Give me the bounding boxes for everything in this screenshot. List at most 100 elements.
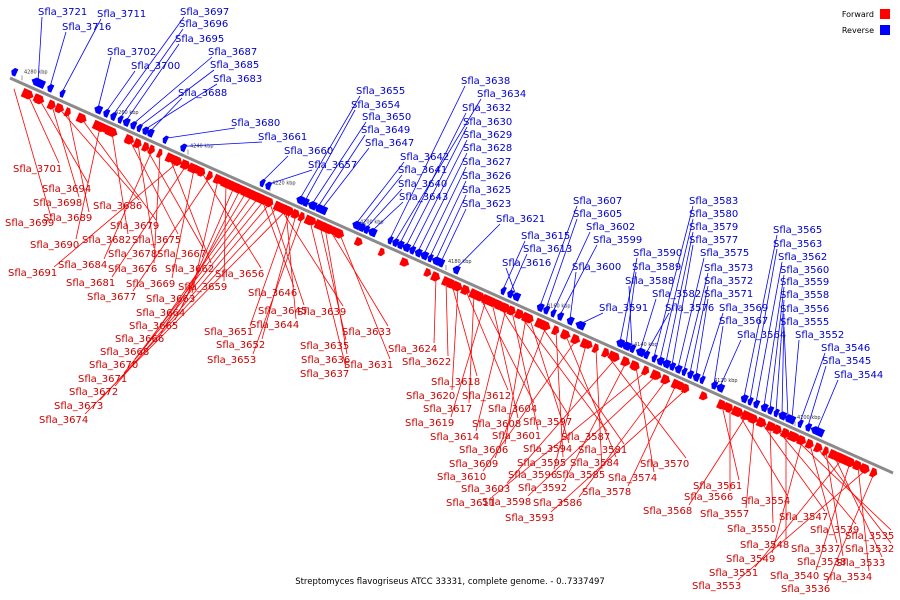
forward-gene-label[interactable]: Sfla_3574 <box>608 473 657 484</box>
forward-gene-label[interactable]: Sfla_3617 <box>423 404 472 415</box>
forward-gene-label[interactable]: Sfla_3646 <box>248 288 297 299</box>
reverse-gene-label[interactable]: Sfla_3626 <box>462 171 511 182</box>
forward-gene-label[interactable]: Sfla_3533 <box>836 558 885 569</box>
forward-gene-label[interactable]: Sfla_3537 <box>791 544 840 555</box>
reverse-gene-label[interactable]: Sfla_3555 <box>780 317 829 328</box>
forward-gene-label[interactable]: Sfla_3675 <box>132 235 181 246</box>
forward-gene-label[interactable]: Sfla_3670 <box>89 360 138 371</box>
reverse-gene-label[interactable]: Sfla_3640 <box>398 179 447 190</box>
forward-gene-label[interactable]: Sfla_3603 <box>461 484 510 495</box>
forward-gene-label[interactable]: Sfla_3548 <box>740 540 789 551</box>
forward-gene-label[interactable]: Sfla_3618 <box>431 377 480 388</box>
forward-gene-label[interactable]: Sfla_3566 <box>684 492 733 503</box>
reverse-gene-label[interactable]: Sfla_3628 <box>463 143 512 154</box>
forward-gene-label[interactable]: Sfla_3622 <box>402 357 451 368</box>
reverse-gene-label[interactable]: Sfla_3650 <box>362 112 411 123</box>
forward-gene-label[interactable]: Sfla_3686 <box>93 201 142 212</box>
forward-gene-label[interactable]: Sfla_3631 <box>344 360 393 371</box>
reverse-gene-label[interactable]: Sfla_3576 <box>665 303 714 314</box>
reverse-gene-label[interactable]: Sfla_3654 <box>351 100 400 111</box>
reverse-gene-label[interactable]: Sfla_3569 <box>719 303 768 314</box>
reverse-gene-label[interactable]: Sfla_3655 <box>356 86 405 97</box>
forward-gene-label[interactable]: Sfla_3691 <box>8 268 57 279</box>
reverse-gene-label[interactable]: Sfla_3583 <box>689 196 738 207</box>
forward-gene-label[interactable]: Sfla_3644 <box>250 320 299 331</box>
forward-gene-label[interactable]: Sfla_3681 <box>66 278 115 289</box>
forward-gene-label[interactable]: Sfla_3668 <box>100 347 149 358</box>
forward-gene-label[interactable]: Sfla_3694 <box>42 184 91 195</box>
reverse-gene-label[interactable]: Sfla_3565 <box>773 225 822 236</box>
reverse-gene-label[interactable]: Sfla_3625 <box>462 185 511 196</box>
forward-gene-label[interactable]: Sfla_3635 <box>300 341 349 352</box>
forward-gene-label[interactable]: Sfla_3593 <box>505 513 554 524</box>
forward-gene-label[interactable]: Sfla_3678 <box>108 249 157 260</box>
forward-gene-label[interactable]: Sfla_3609 <box>449 459 498 470</box>
reverse-gene-label[interactable]: Sfla_3680 <box>231 118 280 129</box>
forward-gene-label[interactable]: Sfla_3624 <box>388 344 437 355</box>
forward-gene-label[interactable]: Sfla_3667 <box>157 249 206 260</box>
forward-gene-label[interactable]: Sfla_3587 <box>561 432 610 443</box>
reverse-gene-label[interactable]: Sfla_3580 <box>689 209 738 220</box>
reverse-gene-label[interactable]: Sfla_3629 <box>463 130 512 141</box>
reverse-gene-label[interactable]: Sfla_3641 <box>398 165 447 176</box>
forward-gene-label[interactable]: Sfla_3676 <box>108 264 157 275</box>
forward-gene-label[interactable]: Sfla_3653 <box>207 355 256 366</box>
forward-gene-label[interactable]: Sfla_3550 <box>727 524 776 535</box>
reverse-gene-label[interactable]: Sfla_3660 <box>284 146 333 157</box>
forward-gene-label[interactable]: Sfla_3604 <box>488 404 537 415</box>
reverse-gene-label[interactable]: Sfla_3630 <box>463 117 512 128</box>
forward-gene-label[interactable]: Sfla_3637 <box>300 369 349 380</box>
forward-gene-label[interactable]: Sfla_3671 <box>78 374 127 385</box>
forward-gene-label[interactable]: Sfla_3606 <box>459 445 508 456</box>
forward-gene-label[interactable]: Sfla_3672 <box>69 387 118 398</box>
reverse-gene-label[interactable]: Sfla_3613 <box>523 244 572 255</box>
forward-gene-label[interactable]: Sfla_3689 <box>43 213 92 224</box>
reverse-gene-label[interactable]: Sfla_3599 <box>593 235 642 246</box>
forward-gene-label[interactable]: Sfla_3639 <box>297 307 346 318</box>
reverse-gene-label[interactable]: Sfla_3571 <box>704 289 753 300</box>
forward-gene-label[interactable]: Sfla_3699 <box>5 218 54 229</box>
forward-gene-label[interactable]: Sfla_3619 <box>405 418 454 429</box>
forward-gene-label[interactable]: Sfla_3611 <box>446 498 495 509</box>
forward-gene-label[interactable]: Sfla_3557 <box>700 509 749 520</box>
reverse-gene-label[interactable]: Sfla_3573 <box>704 263 753 274</box>
reverse-gene-label[interactable]: Sfla_3696 <box>179 19 228 30</box>
reverse-gene-label[interactable]: Sfla_3627 <box>462 157 511 168</box>
forward-gene-label[interactable]: Sfla_3551 <box>709 568 758 579</box>
reverse-gene-label[interactable]: Sfla_3649 <box>361 125 410 136</box>
forward-gene-label[interactable]: Sfla_3665 <box>129 321 178 332</box>
reverse-gene-label[interactable]: Sfla_3560 <box>780 265 829 276</box>
forward-gene-label[interactable]: Sfla_3547 <box>779 512 828 523</box>
forward-gene-label[interactable]: Sfla_3656 <box>215 269 264 280</box>
reverse-gene-label[interactable]: Sfla_3602 <box>586 222 635 233</box>
forward-gene-label[interactable]: Sfla_3585 <box>556 470 605 481</box>
forward-gene-label[interactable]: Sfla_3534 <box>823 572 872 583</box>
reverse-gene-label[interactable]: Sfla_3688 <box>178 88 227 99</box>
reverse-gene-label[interactable]: Sfla_3700 <box>131 61 180 72</box>
forward-gene-label[interactable]: Sfla_3581 <box>578 445 627 456</box>
reverse-gene-label[interactable]: Sfla_3559 <box>780 277 829 288</box>
reverse-gene-label[interactable]: Sfla_3721 <box>38 7 87 18</box>
reverse-gene-label[interactable]: Sfla_3657 <box>308 160 357 171</box>
forward-gene-label[interactable]: Sfla_3645 <box>258 306 307 317</box>
reverse-gene-label[interactable]: Sfla_3577 <box>689 235 738 246</box>
forward-gene-label[interactable]: Sfla_3677 <box>87 292 136 303</box>
forward-gene-label[interactable]: Sfla_3698 <box>33 198 82 209</box>
forward-gene-label[interactable]: Sfla_3578 <box>582 487 631 498</box>
forward-gene-label[interactable]: Sfla_3595 <box>517 458 566 469</box>
reverse-gene-label[interactable]: Sfla_3579 <box>689 222 738 233</box>
forward-gene-label[interactable]: Sfla_3664 <box>136 308 185 319</box>
forward-gene-label[interactable]: Sfla_3535 <box>845 531 894 542</box>
forward-gene-label[interactable]: Sfla_3614 <box>430 432 479 443</box>
forward-gene-label[interactable]: Sfla_3636 <box>301 355 350 366</box>
forward-gene-label[interactable]: Sfla_3651 <box>204 327 253 338</box>
forward-gene-label[interactable]: Sfla_3690 <box>30 240 79 251</box>
forward-gene-label[interactable]: Sfla_3586 <box>533 498 582 509</box>
reverse-gene-label[interactable]: Sfla_3582 <box>652 289 701 300</box>
reverse-gene-label[interactable]: Sfla_3607 <box>573 196 622 207</box>
forward-gene-label[interactable]: Sfla_3669 <box>126 279 175 290</box>
reverse-gene-label[interactable]: Sfla_3590 <box>633 248 682 259</box>
forward-gene-label[interactable]: Sfla_3608 <box>472 419 521 430</box>
forward-gene-label[interactable]: Sfla_3659 <box>178 282 227 293</box>
forward-gene-label[interactable]: Sfla_3620 <box>406 391 455 402</box>
